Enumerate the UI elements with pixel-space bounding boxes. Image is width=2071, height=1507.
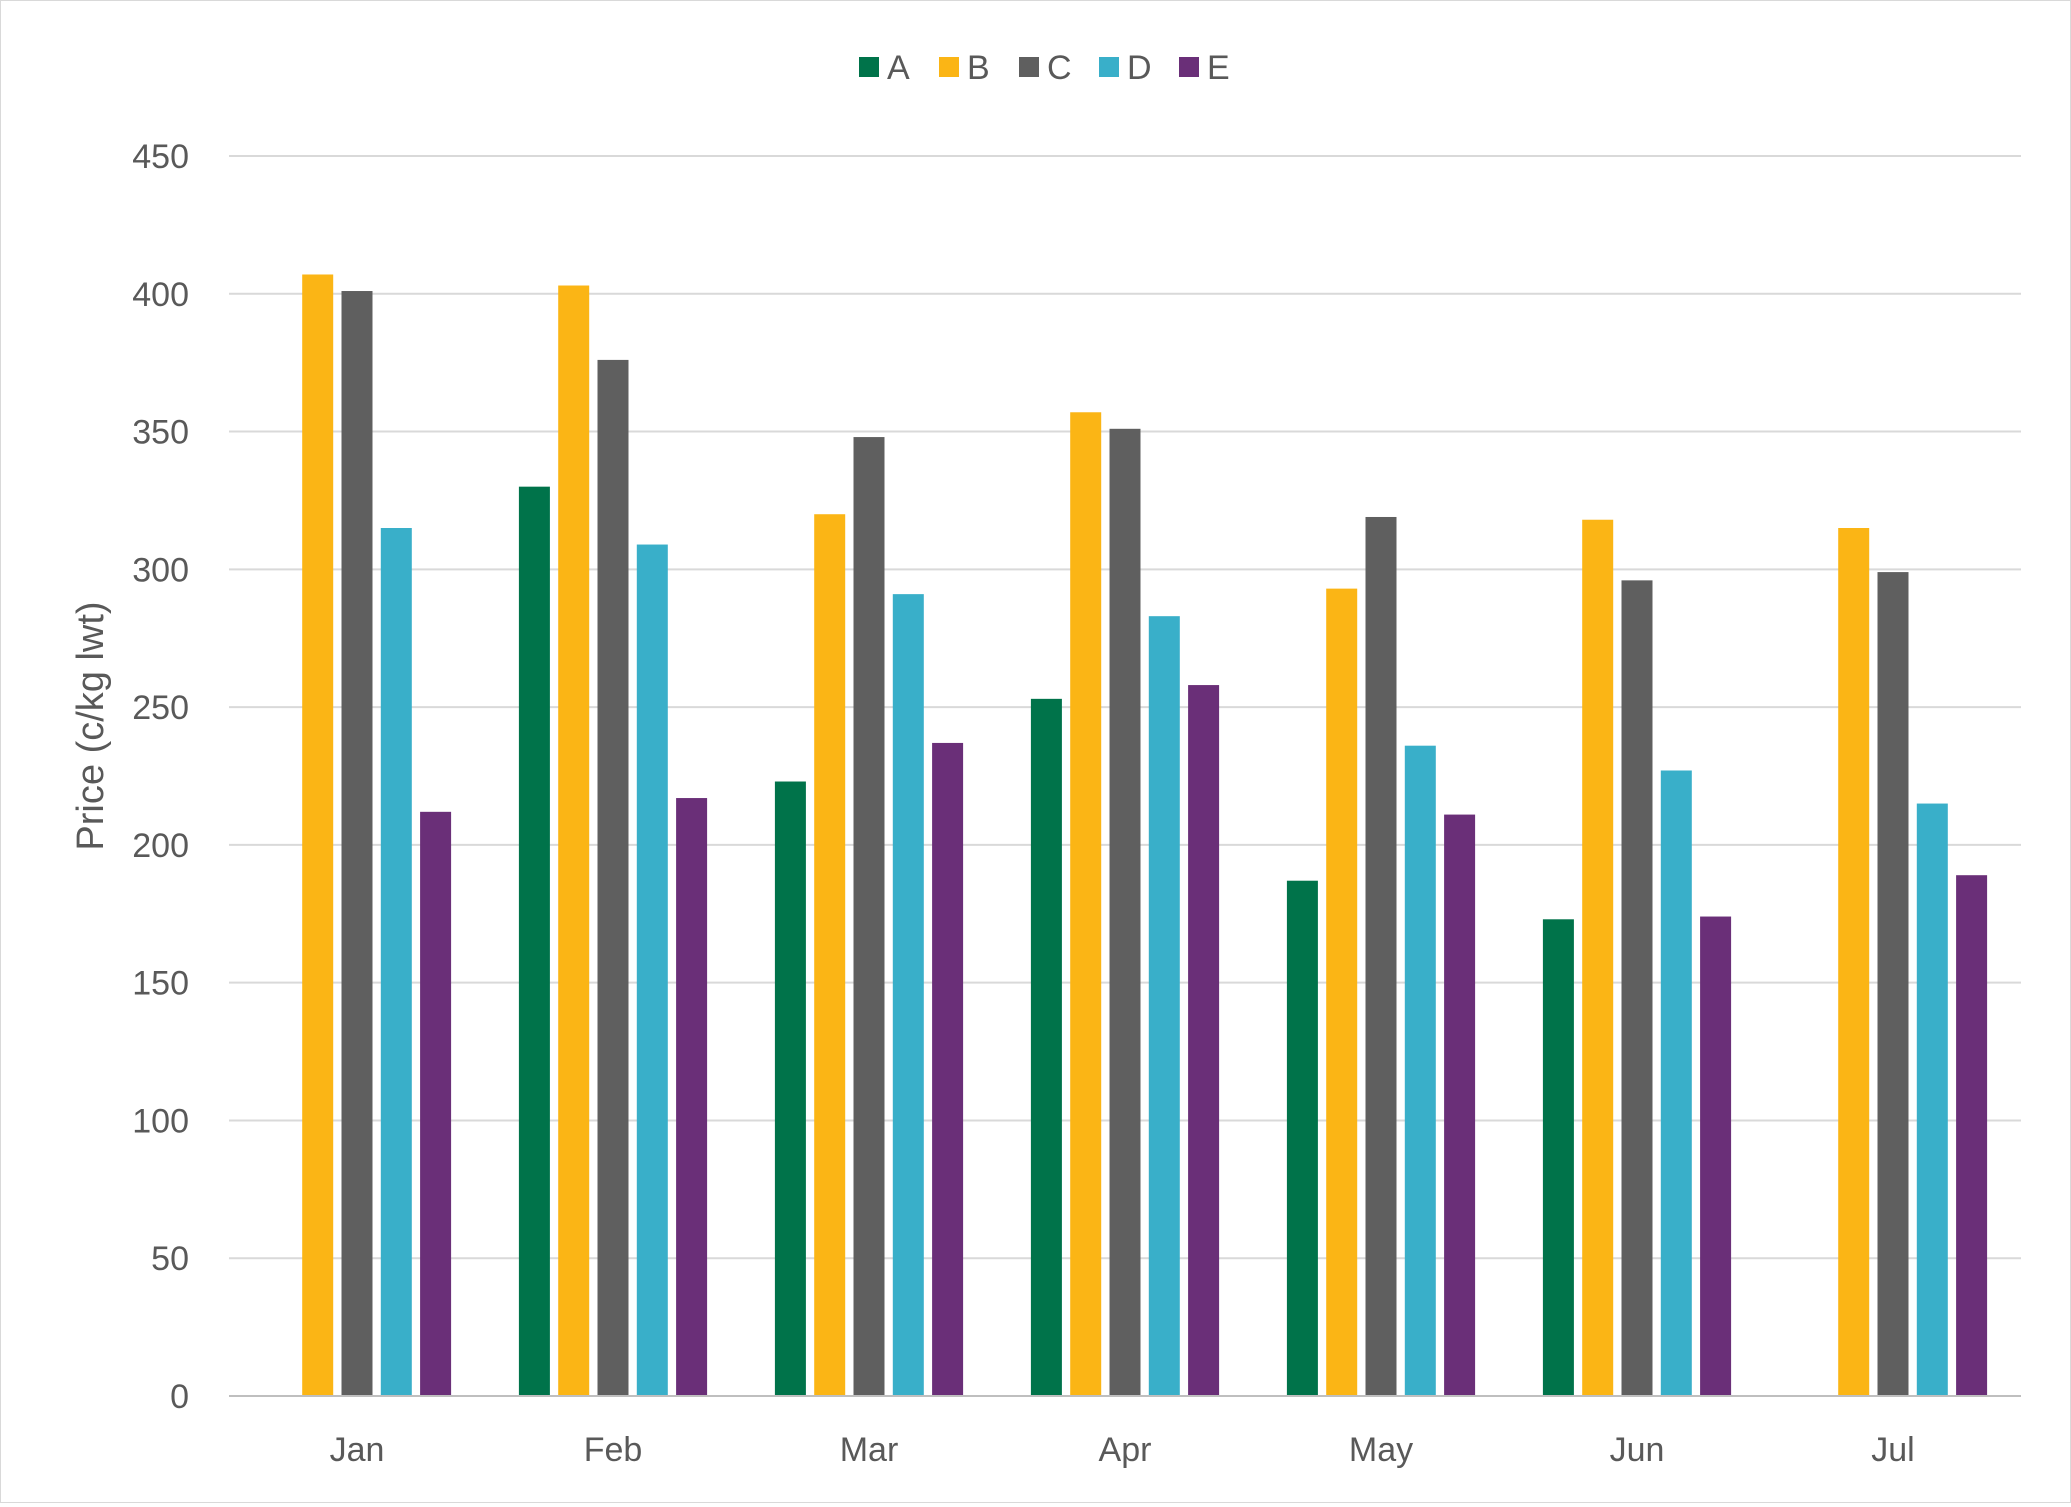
y-axis-ticks: 0 50 100 150 200 250 300 350 400 450 [132, 138, 189, 1416]
bar-c-jul [1877, 572, 1909, 1396]
bar-c-may [1365, 516, 1397, 1396]
bar-a-jun [1542, 919, 1574, 1396]
bar-b-jan [302, 274, 334, 1396]
x-axis-categories: Jan Feb Mar Apr May Jun Jul [330, 1431, 1915, 1469]
bar-d-jan [380, 528, 412, 1396]
legend-label-a: A [887, 49, 910, 87]
bar-e-mar [932, 742, 964, 1396]
legend-swatch-d [1099, 57, 1119, 77]
legend-swatch-a [859, 57, 879, 77]
legend-swatch-b [939, 57, 959, 77]
bar-c-jun [1621, 580, 1653, 1396]
y-tick-label: 150 [132, 965, 189, 1003]
bar-b-jul [1838, 528, 1870, 1396]
x-tick-label: Jun [1610, 1431, 1665, 1469]
bar-b-jun [1582, 519, 1614, 1396]
bar-c-mar [853, 437, 885, 1397]
bar-b-apr [1070, 412, 1102, 1396]
y-tick-label: 300 [132, 551, 189, 589]
legend: A B C D E [859, 49, 1230, 87]
bar-d-feb [636, 544, 668, 1396]
x-tick-label: Mar [840, 1431, 899, 1469]
bar-e-may [1444, 814, 1476, 1396]
legend-label-b: B [967, 49, 990, 87]
x-tick-label: Jan [330, 1431, 385, 1469]
bar-d-apr [1148, 616, 1180, 1396]
bar-c-feb [597, 359, 629, 1396]
bar-d-may [1404, 745, 1436, 1396]
bar-e-feb [676, 798, 708, 1396]
x-tick-label: Apr [1099, 1431, 1152, 1469]
bar-d-jul [1916, 803, 1948, 1396]
bars [302, 274, 1988, 1397]
bar-d-jun [1660, 770, 1692, 1396]
bar-e-jun [1700, 916, 1732, 1396]
y-tick-label: 250 [132, 689, 189, 727]
y-tick-label: 100 [132, 1102, 189, 1140]
legend-swatch-c [1019, 57, 1039, 77]
y-tick-label: 450 [132, 138, 189, 176]
bar-e-jan [420, 811, 452, 1396]
y-tick-label: 400 [132, 276, 189, 314]
bar-b-may [1326, 588, 1358, 1396]
bar-b-feb [558, 285, 590, 1396]
y-tick-label: 0 [170, 1378, 189, 1416]
y-tick-label: 200 [132, 827, 189, 865]
bar-a-feb [518, 486, 550, 1397]
x-tick-label: Jul [1871, 1431, 1914, 1469]
legend-label-e: E [1207, 49, 1230, 87]
x-tick-label: May [1349, 1431, 1413, 1469]
bar-a-mar [774, 781, 806, 1396]
y-axis-title: Price (c/kg lwt) [70, 601, 112, 850]
y-tick-label: 350 [132, 414, 189, 452]
bar-a-apr [1030, 698, 1062, 1396]
legend-label-c: C [1047, 49, 1072, 87]
bar-a-may [1286, 880, 1318, 1396]
x-tick-label: Feb [584, 1431, 643, 1469]
bar-e-jul [1956, 875, 1988, 1396]
bar-b-mar [814, 514, 846, 1396]
y-tick-label: 50 [151, 1240, 189, 1278]
bar-d-mar [892, 594, 924, 1396]
bar-e-apr [1188, 685, 1220, 1396]
legend-label-d: D [1127, 49, 1152, 87]
legend-swatch-e [1179, 57, 1199, 77]
bar-c-jan [341, 291, 373, 1396]
bar-c-apr [1109, 428, 1141, 1396]
